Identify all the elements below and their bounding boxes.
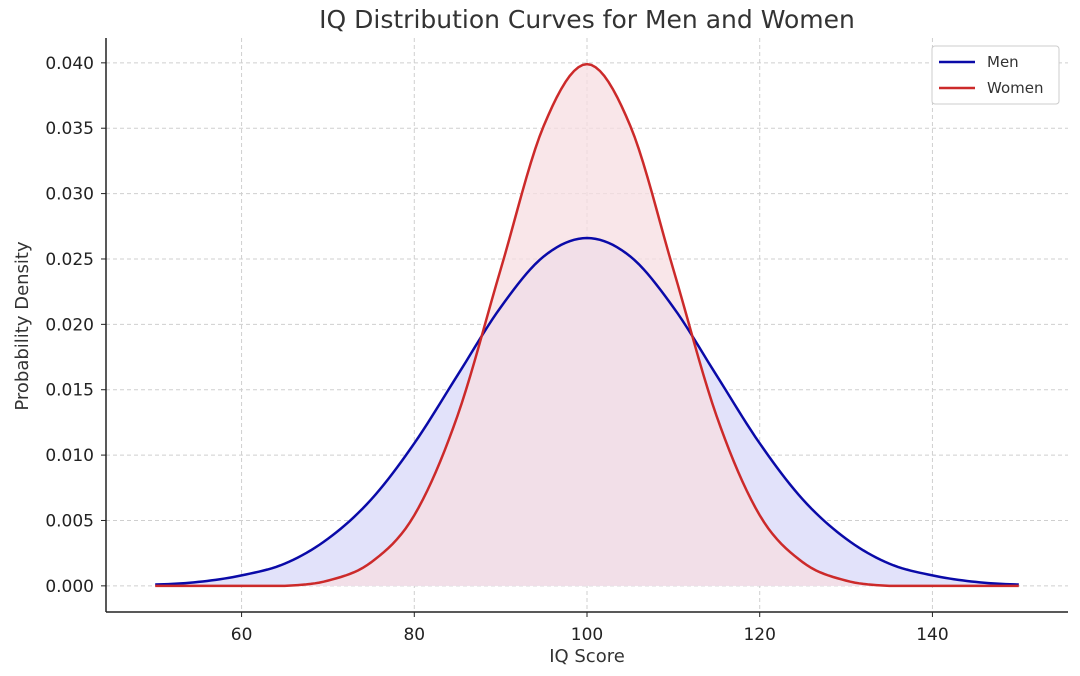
- y-tick-label: 0.025: [45, 250, 94, 270]
- x-tick-label: 140: [916, 625, 948, 645]
- series-line-men: [155, 236, 1019, 586]
- series-line-women: [155, 62, 1019, 588]
- legend-label-men: Men: [987, 53, 1019, 71]
- x-tick-label: 100: [571, 625, 603, 645]
- y-tick-label: 0.040: [45, 54, 94, 74]
- y-tick-label: 0.030: [45, 185, 94, 205]
- line-layer: [155, 62, 1019, 588]
- y-tick-label: 0.010: [45, 446, 94, 466]
- y-axis-label: Probability Density: [12, 241, 33, 411]
- x-tick-label: 80: [403, 625, 425, 645]
- y-tick-label: 0.015: [45, 381, 94, 401]
- chart-title: IQ Distribution Curves for Men and Women: [319, 5, 855, 34]
- legend-box: [931, 45, 1060, 105]
- y-tick-label: 0.020: [45, 315, 94, 335]
- fill-layer: [155, 64, 1019, 586]
- area-fill-women: [155, 64, 1019, 586]
- x-tick-label: 60: [231, 625, 253, 645]
- x-axis-label: IQ Score: [549, 646, 625, 667]
- legend-label-women: Women: [987, 79, 1043, 97]
- y-tick-label: 0.000: [45, 577, 94, 597]
- y-tick-label: 0.035: [45, 119, 94, 139]
- tick-layer: 60 80 100 120 140 0.000 0.005 0.010 0.015 0.020 0.…: [45, 54, 948, 645]
- y-tick-label: 0.005: [45, 511, 94, 531]
- x-tick-label: 120: [743, 625, 775, 645]
- legend: Men Women: [931, 45, 1060, 105]
